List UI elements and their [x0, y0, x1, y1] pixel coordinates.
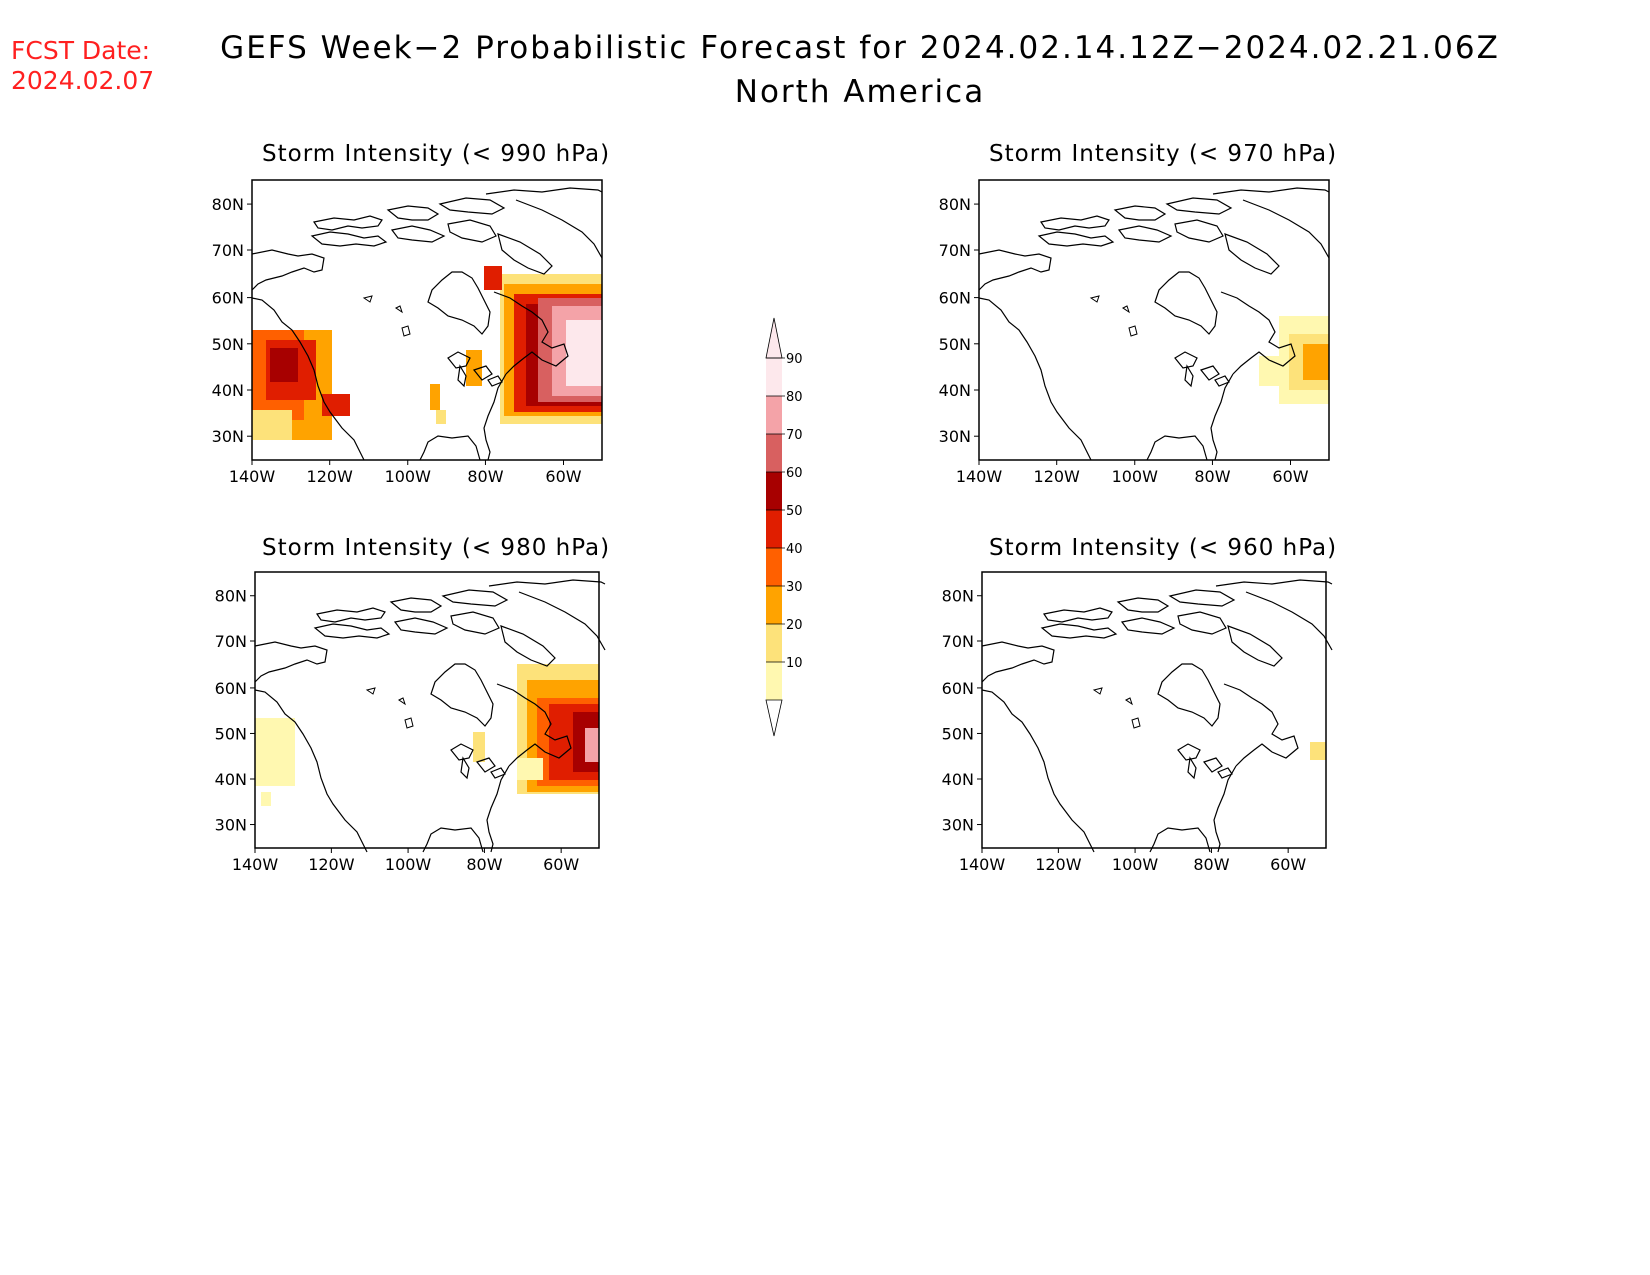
lon-label-970: 60W: [1272, 467, 1308, 486]
colorbar-label: 20: [786, 618, 803, 633]
lat-label-990: 60N: [212, 289, 244, 308]
probability-shading-970: [1259, 316, 1329, 404]
lon-label-970: 140W: [956, 467, 1003, 486]
lon-label-980: 100W: [385, 855, 432, 874]
lat-label-960: 30N: [942, 816, 974, 835]
lat-label-960: 80N: [942, 587, 974, 606]
probability-shading-960: [1310, 742, 1326, 760]
panel-title-960: Storm Intensity (< 960 hPa): [989, 535, 1338, 561]
map-panel-980: [254, 571, 606, 853]
lat-label-970: 40N: [939, 381, 971, 400]
colorbar-label: 40: [786, 542, 803, 557]
map-panel-970: [978, 179, 1330, 461]
axis-labels: 80N 70N 60N 50N 40N 30N 140W 120W 100W 80W 60W 80N 7…: [212, 195, 1309, 874]
panel-title-970: Storm Intensity (< 970 hPa): [989, 141, 1338, 167]
lon-label-990: 60W: [545, 467, 581, 486]
map-frame-970: [978, 179, 1330, 461]
lon-label-980: 120W: [308, 855, 355, 874]
lat-label-970: 60N: [939, 289, 971, 308]
lat-label-990: 80N: [212, 195, 244, 214]
colorbar-top-arrow: [765, 317, 783, 359]
map-panel-990: [251, 179, 603, 461]
colorbar: 10 20 30 40 50 60 70 80 90: [765, 317, 803, 737]
colorbar-box: [766, 624, 782, 662]
fcst-date: FCST Date: 2024.02.07: [11, 36, 154, 96]
colorbar-box: [766, 396, 782, 434]
colorbar-box: [766, 586, 782, 624]
lat-label-960: 60N: [942, 679, 974, 698]
lat-label-970: 30N: [939, 427, 971, 446]
lon-label-990: 140W: [229, 467, 276, 486]
fcst-date-label: FCST Date:: [11, 36, 151, 65]
colorbar-label: 10: [786, 656, 803, 671]
lat-label-990: 40N: [212, 381, 244, 400]
lat-label-980: 80N: [215, 587, 247, 606]
lat-label-990: 70N: [212, 241, 244, 260]
colorbar-label: 90: [786, 352, 803, 367]
lon-label-960: 80W: [1193, 855, 1229, 874]
colorbar-label: 80: [786, 390, 803, 405]
lon-label-960: 120W: [1035, 855, 1082, 874]
lat-label-980: 50N: [215, 724, 247, 743]
main-title: GEFS Week−2 Probabilistic Forecast for 2…: [220, 30, 1500, 66]
colorbar-label: 70: [786, 428, 803, 443]
lat-label-980: 40N: [215, 770, 247, 789]
colorbar-box: [766, 358, 782, 396]
probability-shading-990: [252, 266, 602, 440]
probability-shading-980: [255, 664, 599, 806]
lon-label-980: 140W: [232, 855, 279, 874]
lat-label-980: 70N: [215, 632, 247, 651]
lon-label-960: 100W: [1112, 855, 1159, 874]
lat-label-960: 50N: [942, 724, 974, 743]
map-panel-960: [981, 571, 1333, 853]
lon-label-970: 100W: [1112, 467, 1159, 486]
lat-label-980: 30N: [215, 816, 247, 835]
lat-label-970: 50N: [939, 335, 971, 354]
lon-label-990: 80W: [467, 467, 503, 486]
map-frame-980: [254, 571, 600, 849]
colorbar-box: [766, 472, 782, 510]
lat-label-970: 80N: [939, 195, 971, 214]
lon-label-990: 100W: [385, 467, 432, 486]
region-title: North America: [734, 74, 986, 110]
lon-label-980: 80W: [466, 855, 502, 874]
colorbar-box: [766, 510, 782, 548]
panel-title-980: Storm Intensity (< 980 hPa): [262, 535, 611, 561]
colorbar-box: [766, 662, 782, 700]
lon-label-970: 120W: [1034, 467, 1081, 486]
colorbar-label: 30: [786, 580, 803, 595]
lat-label-990: 50N: [212, 335, 244, 354]
lat-label-970: 70N: [939, 241, 971, 260]
lat-label-960: 70N: [942, 632, 974, 651]
map-frame-990: [251, 179, 603, 461]
lon-label-960: 60W: [1270, 855, 1306, 874]
colorbar-label: 60: [786, 466, 803, 481]
lon-label-990: 120W: [307, 467, 354, 486]
lat-label-960: 40N: [942, 770, 974, 789]
fcst-date-value: 2024.02.07: [11, 66, 155, 95]
lat-label-990: 30N: [212, 427, 244, 446]
colorbar-label: 50: [786, 504, 803, 519]
panel-title-990: Storm Intensity (< 990 hPa): [262, 141, 611, 167]
map-frame-960: [981, 571, 1327, 849]
colorbar-box: [766, 548, 782, 586]
lon-label-980: 60W: [543, 855, 579, 874]
lon-label-970: 80W: [1194, 467, 1230, 486]
colorbar-box: [766, 434, 782, 472]
lat-label-980: 60N: [215, 679, 247, 698]
coastline-970: [978, 187, 1330, 461]
lon-label-960: 140W: [959, 855, 1006, 874]
coastline-960: [981, 579, 1333, 853]
colorbar-bottom-arrow: [765, 699, 783, 737]
